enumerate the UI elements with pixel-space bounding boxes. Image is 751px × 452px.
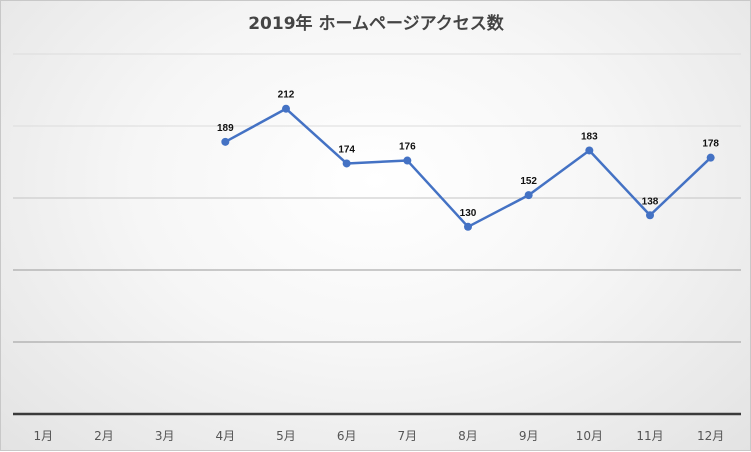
data-label: 189: [217, 123, 234, 134]
x-tick-label: 7月: [398, 429, 418, 443]
x-tick-label: 4月: [216, 429, 236, 443]
data-point: [403, 156, 412, 165]
x-tick-label: 1月: [34, 429, 54, 443]
x-tick-label: 11月: [636, 429, 663, 443]
x-tick-label: 5月: [276, 429, 296, 443]
data-point: [585, 146, 594, 155]
x-tick-label: 3月: [155, 429, 175, 443]
data-point: [282, 104, 290, 113]
data-point: [706, 153, 715, 162]
data-label: 152: [520, 176, 537, 187]
x-tick-label: 12月: [697, 429, 724, 443]
data-label: 174: [338, 144, 355, 155]
data-label: 130: [460, 208, 477, 219]
x-tick-label: 2月: [94, 429, 114, 443]
data-label: 183: [581, 131, 598, 142]
x-tick-label: 10月: [576, 429, 603, 443]
data-label: 212: [278, 90, 295, 101]
data-label: 138: [642, 196, 659, 207]
x-tick-label: 9月: [519, 429, 539, 443]
data-point: [524, 191, 533, 200]
chart-title: 2019年 ホームページアクセス数: [248, 13, 505, 34]
data-point: [342, 159, 351, 168]
x-tick-label: 8月: [458, 429, 478, 443]
data-label: 178: [702, 139, 719, 150]
data-label: 176: [399, 142, 416, 153]
data-point: [221, 137, 230, 146]
x-tick-label: 6月: [337, 429, 357, 443]
data-point: [464, 222, 472, 231]
data-point: [646, 211, 654, 220]
